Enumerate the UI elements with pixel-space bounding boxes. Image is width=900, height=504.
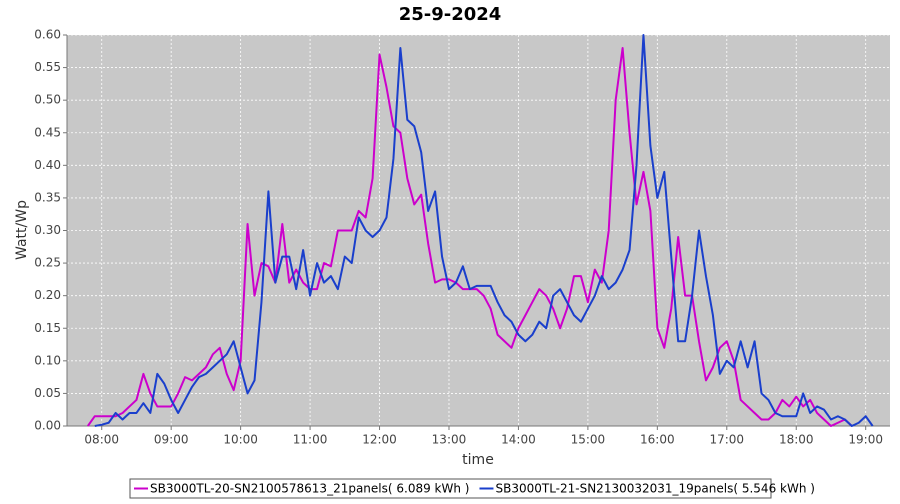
y-tick-label: 0.30 (34, 223, 61, 237)
x-tick-label: 10:00 (223, 433, 258, 447)
x-tick-label: 17:00 (709, 433, 744, 447)
legend-label: SB3000TL-21-SN2130032031_19panels( 5.546… (495, 482, 814, 496)
y-tick-label: 0.35 (34, 190, 61, 204)
y-tick-label: 0.50 (34, 93, 61, 107)
x-tick-label: 13:00 (432, 433, 467, 447)
x-tick-label: 18:00 (779, 433, 814, 447)
plot-area (67, 35, 890, 426)
y-tick-label: 0.00 (34, 419, 61, 433)
x-tick-label: 14:00 (501, 433, 536, 447)
y-tick-label: 0.25 (34, 256, 61, 270)
y-tick-label: 0.05 (34, 386, 61, 400)
x-tick-label: 12:00 (362, 433, 397, 447)
y-tick-label: 0.60 (34, 28, 61, 42)
x-tick-label: 19:00 (848, 433, 883, 447)
y-axis-label: Watt/Wp (14, 200, 30, 260)
y-tick-label: 0.15 (34, 321, 61, 335)
legend-label: SB3000TL-20-SN2100578613_21panels( 6.089… (150, 482, 469, 496)
y-tick-label: 0.20 (34, 288, 61, 302)
x-tick-label: 16:00 (640, 433, 675, 447)
x-tick-label: 09:00 (154, 433, 189, 447)
x-tick-label: 08:00 (84, 433, 119, 447)
data-line (94, 34, 874, 427)
y-tick-label: 0.55 (34, 60, 61, 74)
x-tick-label: 11:00 (293, 433, 328, 447)
x-tick-label: 15:00 (571, 433, 606, 447)
x-axis-label: time (462, 452, 494, 468)
y-tick-label: 0.45 (34, 125, 61, 139)
chart-title: 25-9-2024 (399, 4, 502, 25)
y-tick-label: 0.10 (34, 353, 61, 367)
y-tick-label: 0.40 (34, 158, 61, 172)
legend (129, 478, 772, 499)
